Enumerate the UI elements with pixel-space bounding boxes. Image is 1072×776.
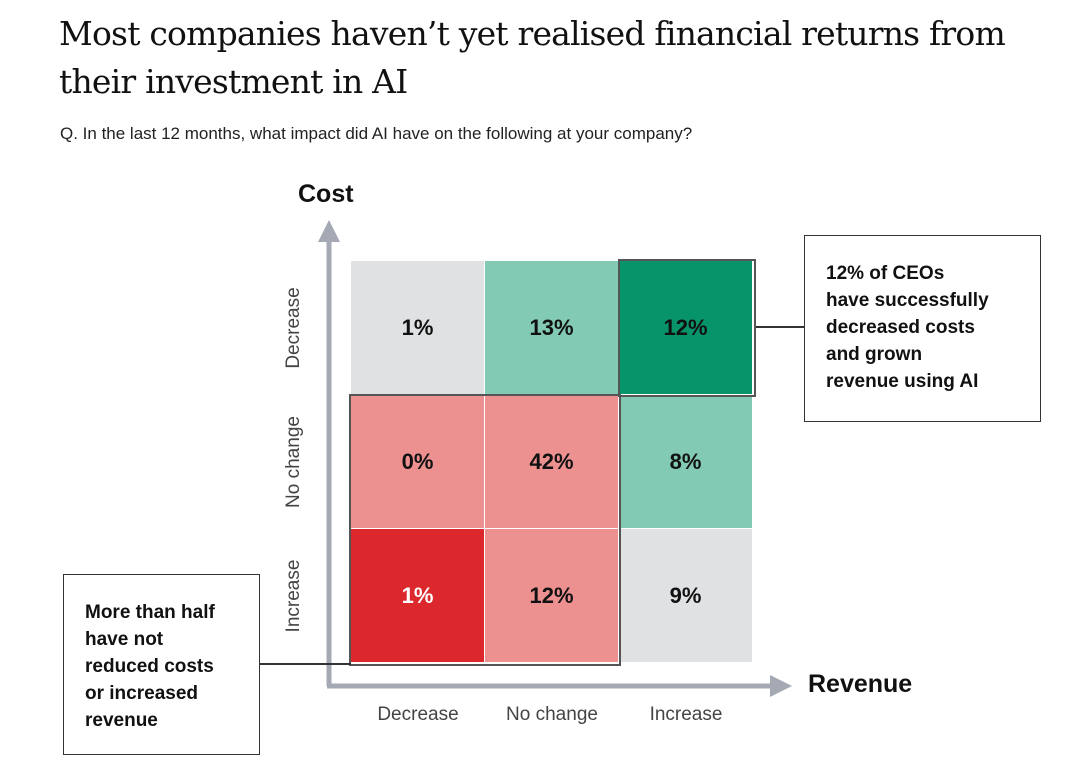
y-tick-label: No change <box>283 416 304 508</box>
callout-line: reduced costs <box>85 656 214 677</box>
heatmap-cell: 13% <box>485 261 618 394</box>
x-axis-label: Revenue <box>808 670 913 698</box>
callout-line: or increased <box>85 683 198 704</box>
callout-left: More than half have not reduced costs or… <box>63 574 260 755</box>
heatmap-cell: 1% <box>351 529 484 662</box>
callout-line: revenue using AI <box>826 371 979 392</box>
heatmap-cell: 1% <box>351 261 484 394</box>
callout-connector-right <box>756 326 804 328</box>
callout-line: have not <box>85 629 164 650</box>
chart-title: Most companies haven’t yet realised fina… <box>59 14 1006 101</box>
x-tick-label: No change <box>506 704 598 725</box>
y-tick-label: Decrease <box>283 287 304 369</box>
callout-right: 12% of CEOs have successfully decreased … <box>804 235 1041 422</box>
heatmap-cell: 42% <box>485 395 618 528</box>
chart-subtitle: Q. In the last 12 months, what impact di… <box>60 124 693 143</box>
y-axis-arrow <box>318 220 340 242</box>
callout-line: revenue <box>85 710 158 731</box>
x-tick-label: Increase <box>649 704 723 725</box>
callout-line: 12% of CEOs <box>826 263 945 284</box>
x-tick-label: Decrease <box>377 704 459 725</box>
heatmap-cell: 12% <box>619 261 752 394</box>
callout-line: and grown <box>826 344 923 365</box>
callout-line: have successfully <box>826 290 989 311</box>
y-tick-label: Increase <box>283 559 304 633</box>
heatmap-cell: 8% <box>619 395 752 528</box>
y-axis-label: Cost <box>298 180 354 208</box>
callout-line: More than half <box>85 602 215 623</box>
heatmap-cell: 12% <box>485 529 618 662</box>
x-axis-arrow <box>770 675 792 697</box>
heatmap-cell: 0% <box>351 395 484 528</box>
heatmap-cell: 9% <box>619 529 752 662</box>
callout-line: decreased costs <box>826 317 975 338</box>
callout-connector-left <box>259 663 351 665</box>
